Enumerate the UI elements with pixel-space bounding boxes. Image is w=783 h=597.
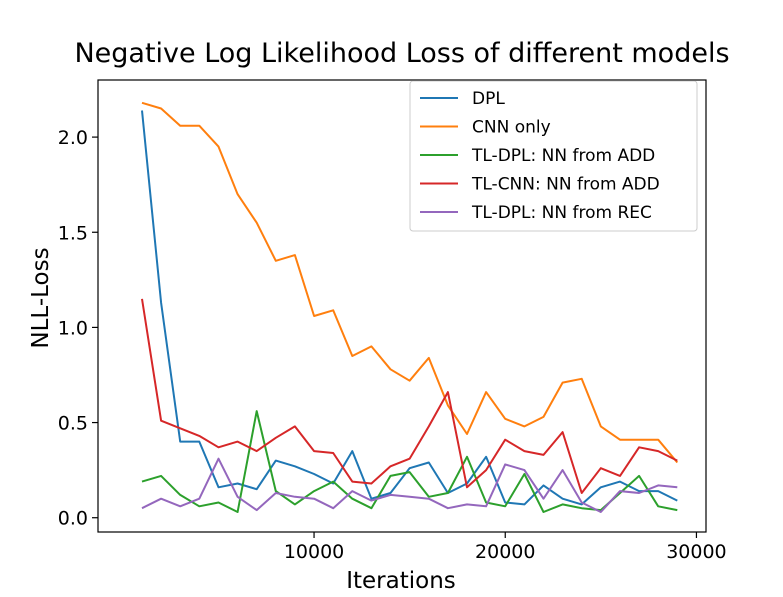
y-tick-label: 0.5 [58, 413, 88, 435]
legend: DPL CNN only TL-DPL: NN from ADD TL-CNN: NN… [409, 80, 698, 232]
chart-title: Negative Log Likelihood Loss of differen… [74, 38, 729, 69]
y-tick-label: 1.5 [58, 222, 88, 244]
legend-label-1: CNN only [472, 118, 551, 138]
y-tick-label: 0.0 [58, 508, 88, 530]
x-tick-label: 20000 [475, 541, 535, 563]
legend-label-3: TL-CNN: NN from ADD [471, 175, 660, 195]
series-line-3 [141, 298, 678, 494]
legend-box [409, 80, 698, 232]
legend-label-2: TL-DPL: NN from ADD [471, 146, 655, 166]
plot-frame [97, 79, 707, 533]
x-tick-label: 10000 [284, 541, 344, 563]
y-axis-label: NLL-Loss [28, 247, 54, 348]
plot-area [141, 101, 679, 513]
series-line-1 [141, 101, 679, 464]
legend-label-4: TL-DPL: NN from REC [471, 203, 652, 223]
y-tick-label: 2.0 [58, 127, 88, 149]
y-tick-label: 1.0 [58, 317, 88, 339]
series-line-2 [141, 410, 678, 513]
x-axis-label: Iterations [346, 568, 456, 594]
legend-label-0: DPL [472, 89, 505, 109]
x-tick-label: 30000 [666, 541, 726, 563]
axis-ticks: 10000 20000 30000 0.0 0.5 1.0 1.5 2.0 [58, 127, 727, 563]
series-line-4 [141, 457, 678, 513]
